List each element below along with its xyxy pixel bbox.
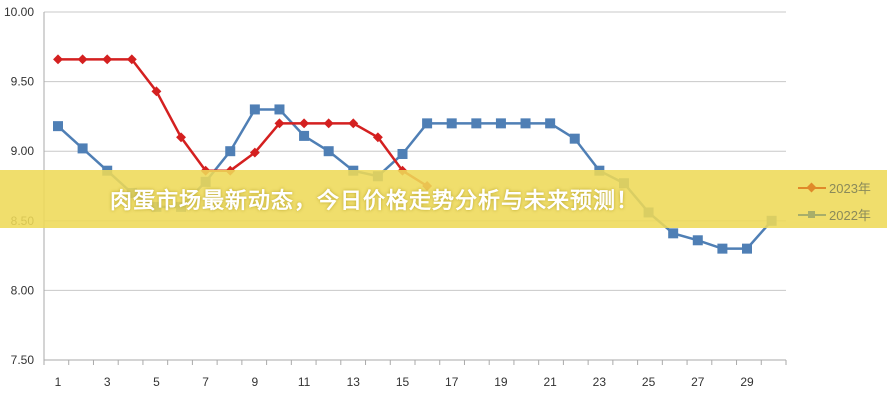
data-point <box>225 146 236 157</box>
x-tick-label: 1 <box>55 375 62 389</box>
x-tick-label: 17 <box>445 375 459 389</box>
legend-label: 2023年 <box>829 181 871 196</box>
y-tick-label: 10.00 <box>4 5 34 19</box>
x-tick-label: 3 <box>104 375 111 389</box>
data-point <box>471 118 482 129</box>
banner-title: 肉蛋市场最新动态，今日价格走势分析与未来预测！ <box>110 189 640 214</box>
x-tick-label: 21 <box>543 375 557 389</box>
x-tick-label: 23 <box>593 375 607 389</box>
data-point <box>249 104 260 115</box>
x-tick-label: 15 <box>396 375 410 389</box>
legend-label: 2022年 <box>829 208 871 223</box>
data-point <box>176 132 186 143</box>
x-tick-label: 29 <box>740 375 754 389</box>
data-point <box>126 54 137 65</box>
data-point <box>274 104 285 115</box>
y-tick-label: 9.00 <box>11 144 35 158</box>
legend-line-2022 <box>798 210 826 218</box>
data-point <box>102 54 113 65</box>
data-point <box>742 243 752 254</box>
legend: 2023年 2022年 <box>798 174 871 228</box>
y-tick-label: 9.50 <box>11 75 35 89</box>
data-point <box>323 118 334 129</box>
data-point <box>520 118 531 129</box>
data-point <box>151 86 162 97</box>
y-tick-label: 8.00 <box>11 283 35 297</box>
x-tick-label: 5 <box>153 375 160 389</box>
legend-item-2023: 2023年 <box>798 174 871 201</box>
series-line-2023年 <box>58 58 428 188</box>
data-point <box>299 130 310 141</box>
data-point <box>569 133 580 144</box>
data-point <box>717 243 728 254</box>
x-tick-label: 13 <box>347 375 361 389</box>
data-point <box>53 54 63 65</box>
x-tick-label: 9 <box>252 375 259 389</box>
data-point <box>77 143 88 154</box>
legend-item-2022: 2022年 <box>798 201 871 228</box>
data-point <box>668 228 679 239</box>
data-point <box>372 132 383 143</box>
data-point <box>495 118 506 129</box>
data-point <box>348 118 359 129</box>
legend-line-2023 <box>798 182 826 192</box>
data-point <box>545 118 556 129</box>
y-tick-label: 7.50 <box>11 353 35 367</box>
x-tick-label: 19 <box>494 375 508 389</box>
data-point <box>397 148 408 159</box>
x-tick-label: 27 <box>691 375 705 389</box>
data-point <box>77 54 88 65</box>
x-tick-label: 25 <box>642 375 656 389</box>
title-banner <box>0 170 887 228</box>
x-tick-label: 11 <box>298 375 311 389</box>
data-point <box>692 235 703 246</box>
data-point <box>249 147 260 158</box>
data-point <box>299 118 310 129</box>
data-point <box>446 118 457 129</box>
x-tick-label: 7 <box>202 375 209 389</box>
data-point <box>422 118 433 129</box>
data-point <box>53 121 63 132</box>
data-point <box>323 146 334 157</box>
